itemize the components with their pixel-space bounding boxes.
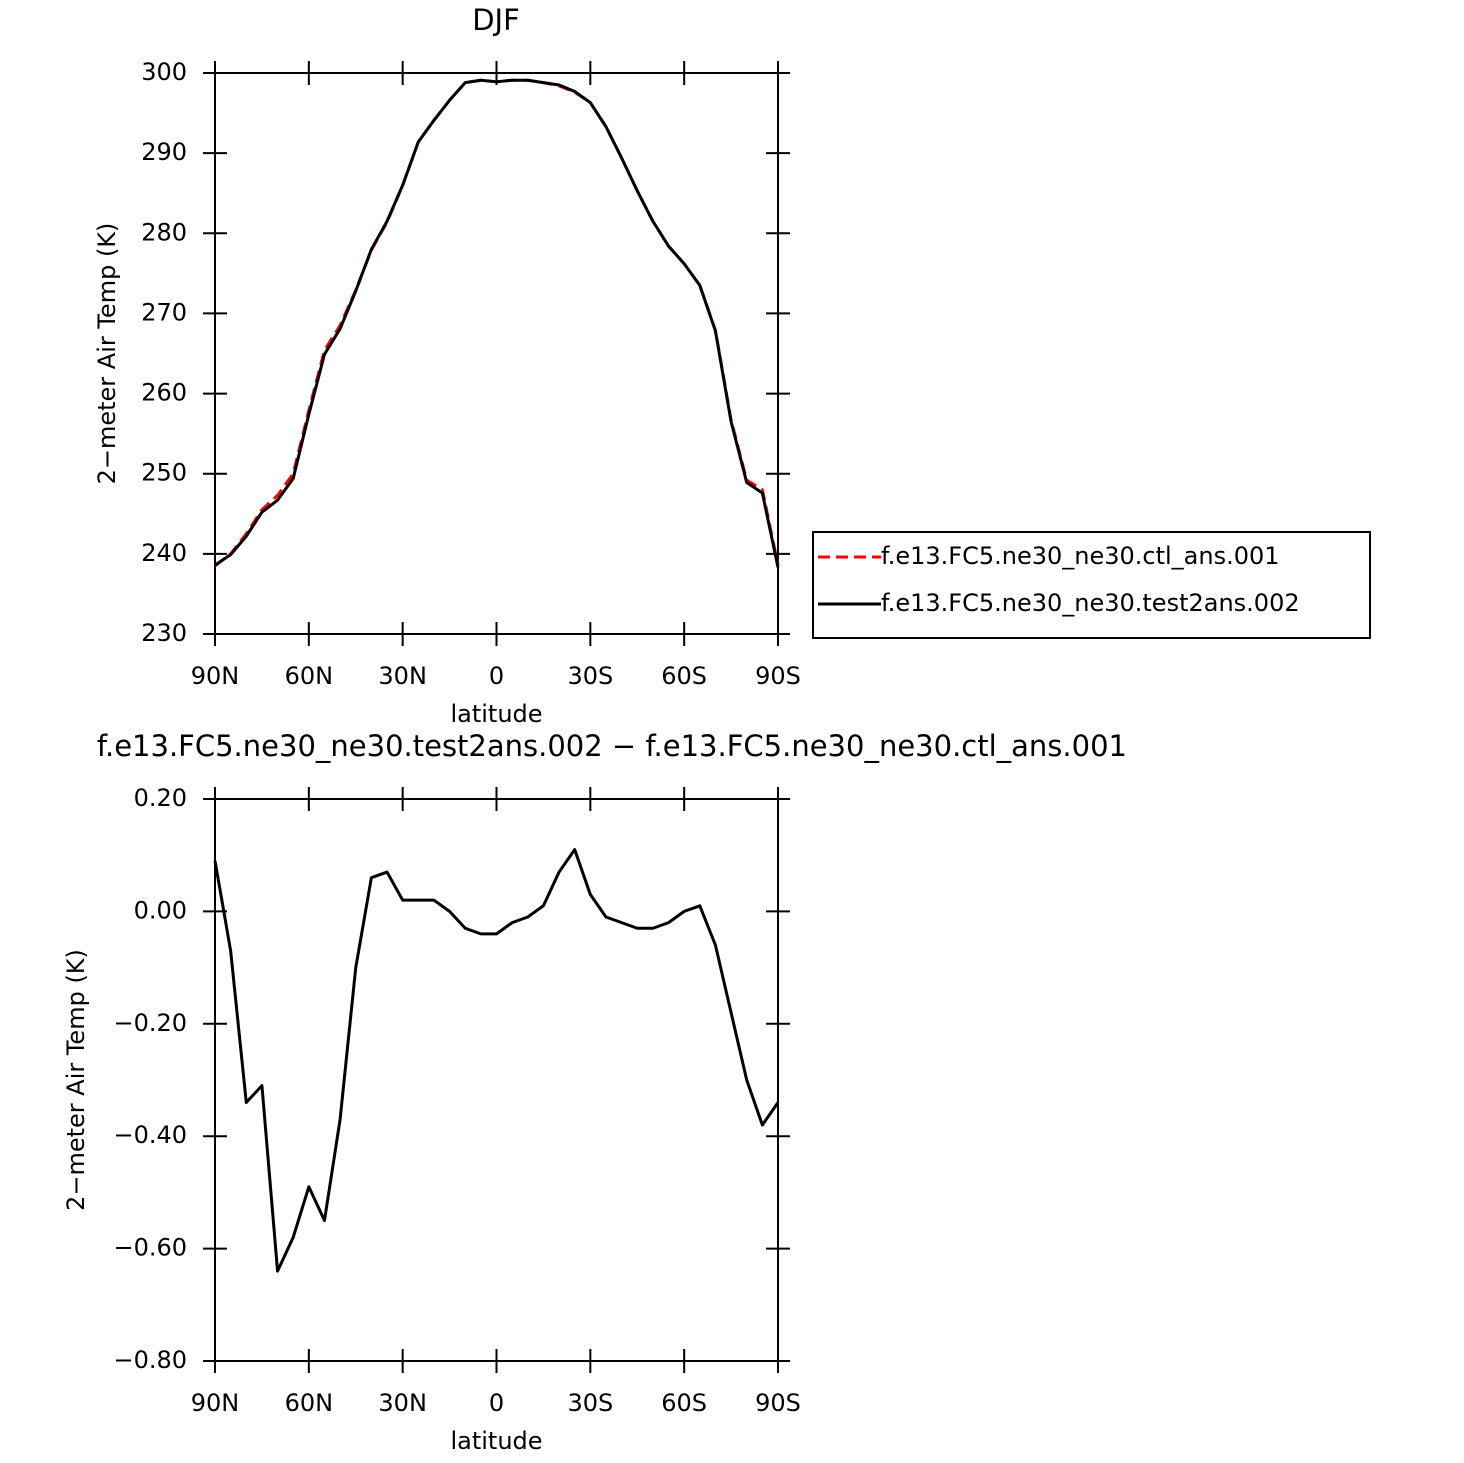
y-tick-label: 240 bbox=[141, 539, 187, 567]
x-tick-label: 30N bbox=[378, 1389, 427, 1417]
x-tick-label: 60S bbox=[661, 662, 707, 690]
y-tick-label: 230 bbox=[141, 619, 187, 647]
x-tick-label: 0 bbox=[489, 662, 504, 690]
plot-frame bbox=[214, 72, 779, 635]
data-line bbox=[214, 78, 780, 568]
plot-frame bbox=[214, 798, 779, 1362]
x-tick-label: 60S bbox=[661, 1389, 707, 1417]
x-tick-label: 30S bbox=[567, 1389, 613, 1417]
x-axis-label: latitude bbox=[450, 700, 542, 728]
y-tick-label: 300 bbox=[141, 58, 187, 86]
x-tick-label: 30S bbox=[567, 662, 613, 690]
legend-box bbox=[812, 531, 1371, 639]
y-tick-label: −0.60 bbox=[113, 1234, 187, 1262]
x-tick-label: 30N bbox=[378, 662, 427, 690]
chart-title: DJF bbox=[472, 3, 520, 37]
y-tick-label: 280 bbox=[141, 218, 187, 246]
y-tick-label: 0.00 bbox=[134, 896, 187, 924]
x-axis-label: latitude bbox=[450, 1427, 542, 1455]
legend-label: f.e13.FC5.ne30_ne30.ctl_ans.001 bbox=[881, 542, 1280, 570]
data-line bbox=[214, 78, 780, 568]
y-tick-label: −0.20 bbox=[113, 1009, 187, 1037]
x-tick-label: 90S bbox=[755, 1389, 801, 1417]
y-tick-label: 250 bbox=[141, 459, 187, 487]
y-axis-label: 2−meter Air Temp (K) bbox=[62, 949, 90, 1211]
x-tick-label: 60N bbox=[285, 662, 334, 690]
y-tick-label: 290 bbox=[141, 138, 187, 166]
y-axis-label: 2−meter Air Temp (K) bbox=[93, 223, 121, 485]
y-tick-label: 270 bbox=[141, 298, 187, 326]
x-tick-label: 0 bbox=[489, 1389, 504, 1417]
x-tick-label: 90S bbox=[755, 662, 801, 690]
chart-title: f.e13.FC5.ne30_ne30.test2ans.002 − f.e13… bbox=[97, 729, 1127, 763]
y-tick-label: −0.40 bbox=[113, 1121, 187, 1149]
x-tick-label: 90N bbox=[191, 1389, 240, 1417]
y-tick-label: 260 bbox=[141, 379, 187, 407]
x-tick-label: 90N bbox=[191, 662, 240, 690]
y-tick-label: 0.20 bbox=[134, 784, 187, 812]
y-tick-label: −0.80 bbox=[113, 1346, 187, 1374]
x-tick-label: 60N bbox=[285, 1389, 334, 1417]
legend-label: f.e13.FC5.ne30_ne30.test2ans.002 bbox=[881, 589, 1300, 617]
data-line bbox=[213, 848, 780, 1273]
